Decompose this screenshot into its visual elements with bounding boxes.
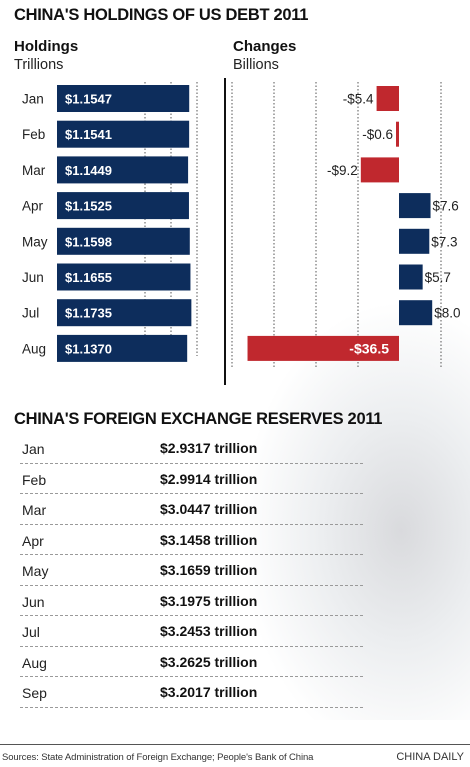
holdings-bar-feb: [57, 120, 190, 148]
holdings-label-mar: $1.1449: [65, 163, 112, 178]
change-bar-aug: [247, 335, 399, 361]
month-label-apr: Apr: [22, 199, 44, 214]
month-label-jan: Jan: [22, 92, 44, 107]
month-label-jun: Jun: [22, 270, 44, 285]
reserves-value: $3.2625 trillion: [160, 653, 258, 670]
us-debt-chart: Jan $1.1547 -$5.4 Feb $1.1541 -$0.6 Mar $1.1449…: [22, 78, 460, 385]
reserves-row-aug: Aug $3.2625 trillion: [20, 647, 363, 677]
holdings-label-jul: $1.1735: [65, 306, 112, 321]
reserves-row-jun: Jun $3.1975 trillion: [20, 586, 363, 616]
reserves-month: Jan: [22, 441, 45, 457]
reserves-value: $2.9317 trillion: [160, 440, 258, 456]
change-label-aug: -$36.5: [349, 340, 389, 356]
reserves-month: Apr: [22, 532, 44, 549]
change-bar-jan: [376, 86, 399, 111]
holdings-label-apr: $1.1525: [65, 199, 112, 214]
reserves-value: $2.9914 trillion: [160, 470, 258, 487]
holdings-bar-may: [57, 227, 190, 255]
reserves-title: CHINA'S FOREIGN EXCHANGE RESERVES 2011: [14, 410, 383, 428]
month-label-jul: Jul: [22, 306, 39, 321]
reserves-value: $3.2017 trillion: [160, 684, 258, 700]
holdings-bar-apr: [57, 192, 189, 220]
holdings-bar-jun: [57, 263, 191, 291]
holdings-label-may: $1.1598: [65, 234, 112, 249]
changes-unit: Billions: [233, 57, 279, 73]
page-title: CHINA'S HOLDINGS OF US DEBT 2011: [14, 6, 309, 24]
change-label-jan: -$5.4: [343, 92, 374, 107]
reserves-row-mar: Mar $3.0447 trillion: [20, 494, 363, 525]
credit: CHINA DAILY: [396, 751, 464, 763]
month-label-feb: Feb: [22, 127, 45, 142]
change-label-jul: $8.0: [434, 306, 460, 321]
change-label-apr: $7.6: [433, 199, 459, 214]
month-label-may: May: [22, 234, 48, 249]
reserves-row-apr: Apr $3.1458 trillion: [20, 525, 363, 555]
holdings-label-aug: $1.1370: [65, 341, 112, 356]
change-bar-may: [399, 228, 430, 254]
reserves-value: $3.2453 trillion: [160, 623, 258, 639]
holdings-header: Holdings: [14, 38, 79, 55]
reserves-row-jul: Jul $3.2453 trillion: [20, 616, 363, 647]
month-label-mar: Mar: [22, 163, 46, 178]
change-bar-feb: [396, 121, 399, 147]
reserves-row-feb: Feb $2.9914 trillion: [20, 464, 363, 494]
reserves-table: Jan $2.9317 trillion Feb $2.9914 trillion Ma…: [20, 433, 363, 708]
reserves-month: Mar: [22, 502, 47, 518]
change-bar-apr: [399, 193, 431, 219]
holdings-label-jun: $1.1655: [65, 270, 112, 285]
change-label-mar: -$9.2: [327, 163, 358, 178]
reserves-row-may: May $3.1659 trillion: [20, 555, 363, 586]
reserves-value: $3.1659 trillion: [160, 562, 258, 578]
reserves-row-sep: Sep $3.2017 trillion: [20, 677, 363, 708]
holdings-bar-mar: [57, 156, 189, 184]
footer-divider: [0, 744, 470, 745]
holdings-label-feb: $1.1541: [65, 127, 112, 142]
reserves-value: $3.0447 trillion: [160, 501, 258, 517]
change-bar-jul: [399, 300, 433, 326]
change-label-feb: -$0.6: [362, 127, 393, 142]
holdings-bar-aug: [57, 334, 188, 362]
reserves-value: $3.1975 trillion: [160, 592, 258, 609]
reserves-month: May: [22, 563, 49, 579]
reserves-month: Sep: [22, 685, 47, 701]
holdings-label-jan: $1.1547: [65, 92, 112, 107]
reserves-value: $3.1458 trillion: [160, 531, 258, 548]
holdings-bar-jul: [57, 299, 192, 327]
reserves-month: Feb: [22, 471, 47, 488]
holdings-unit: Trillions: [14, 57, 64, 73]
reserves-month: Aug: [22, 654, 47, 671]
reserves-month: Jul: [22, 624, 40, 640]
reserves-row-jan: Jan $2.9317 trillion: [20, 433, 363, 464]
changes-header: Changes: [233, 38, 297, 55]
month-label-aug: Aug: [22, 341, 46, 356]
change-bar-mar: [360, 157, 399, 183]
reserves-month: Jun: [22, 593, 45, 610]
source-note: Sources: State Administration of Foreign…: [2, 752, 314, 763]
holdings-bar-jan: [57, 85, 190, 112]
change-label-may: $7.3: [431, 234, 457, 249]
change-bar-jun: [399, 264, 423, 290]
change-label-jun: $5.7: [425, 270, 451, 285]
